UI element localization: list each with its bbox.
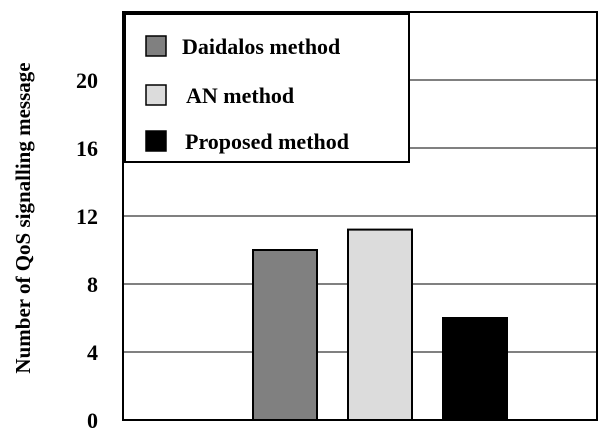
y-tick-label: 8 xyxy=(87,272,98,297)
legend-swatch-1 xyxy=(145,35,167,57)
y-tick-label: 12 xyxy=(76,204,98,229)
bar-3 xyxy=(442,317,508,421)
plot-area-frame xyxy=(122,11,598,421)
legend-swatch-2 xyxy=(145,84,167,106)
legend-label-3: Proposed method xyxy=(185,129,349,154)
legend-label-1: Daidalos method xyxy=(182,34,340,59)
y-tick-label: 0 xyxy=(87,408,98,433)
legend-swatch-3 xyxy=(145,130,167,152)
bars xyxy=(252,228,508,421)
bar-2 xyxy=(347,228,413,421)
y-tick-label: 20 xyxy=(76,68,98,93)
legend-label-2: AN method xyxy=(186,83,294,108)
y-axis-title: Number of QoS signalling message xyxy=(11,62,35,373)
y-tick-label: 16 xyxy=(76,136,98,161)
y-tick-labels: 0 4 8 12 16 20 xyxy=(76,68,98,433)
y-tick-label: 4 xyxy=(87,340,98,365)
legend-box xyxy=(124,13,410,163)
bar-1 xyxy=(252,249,318,421)
legend: Daidalos method AN method Proposed method xyxy=(124,13,410,163)
